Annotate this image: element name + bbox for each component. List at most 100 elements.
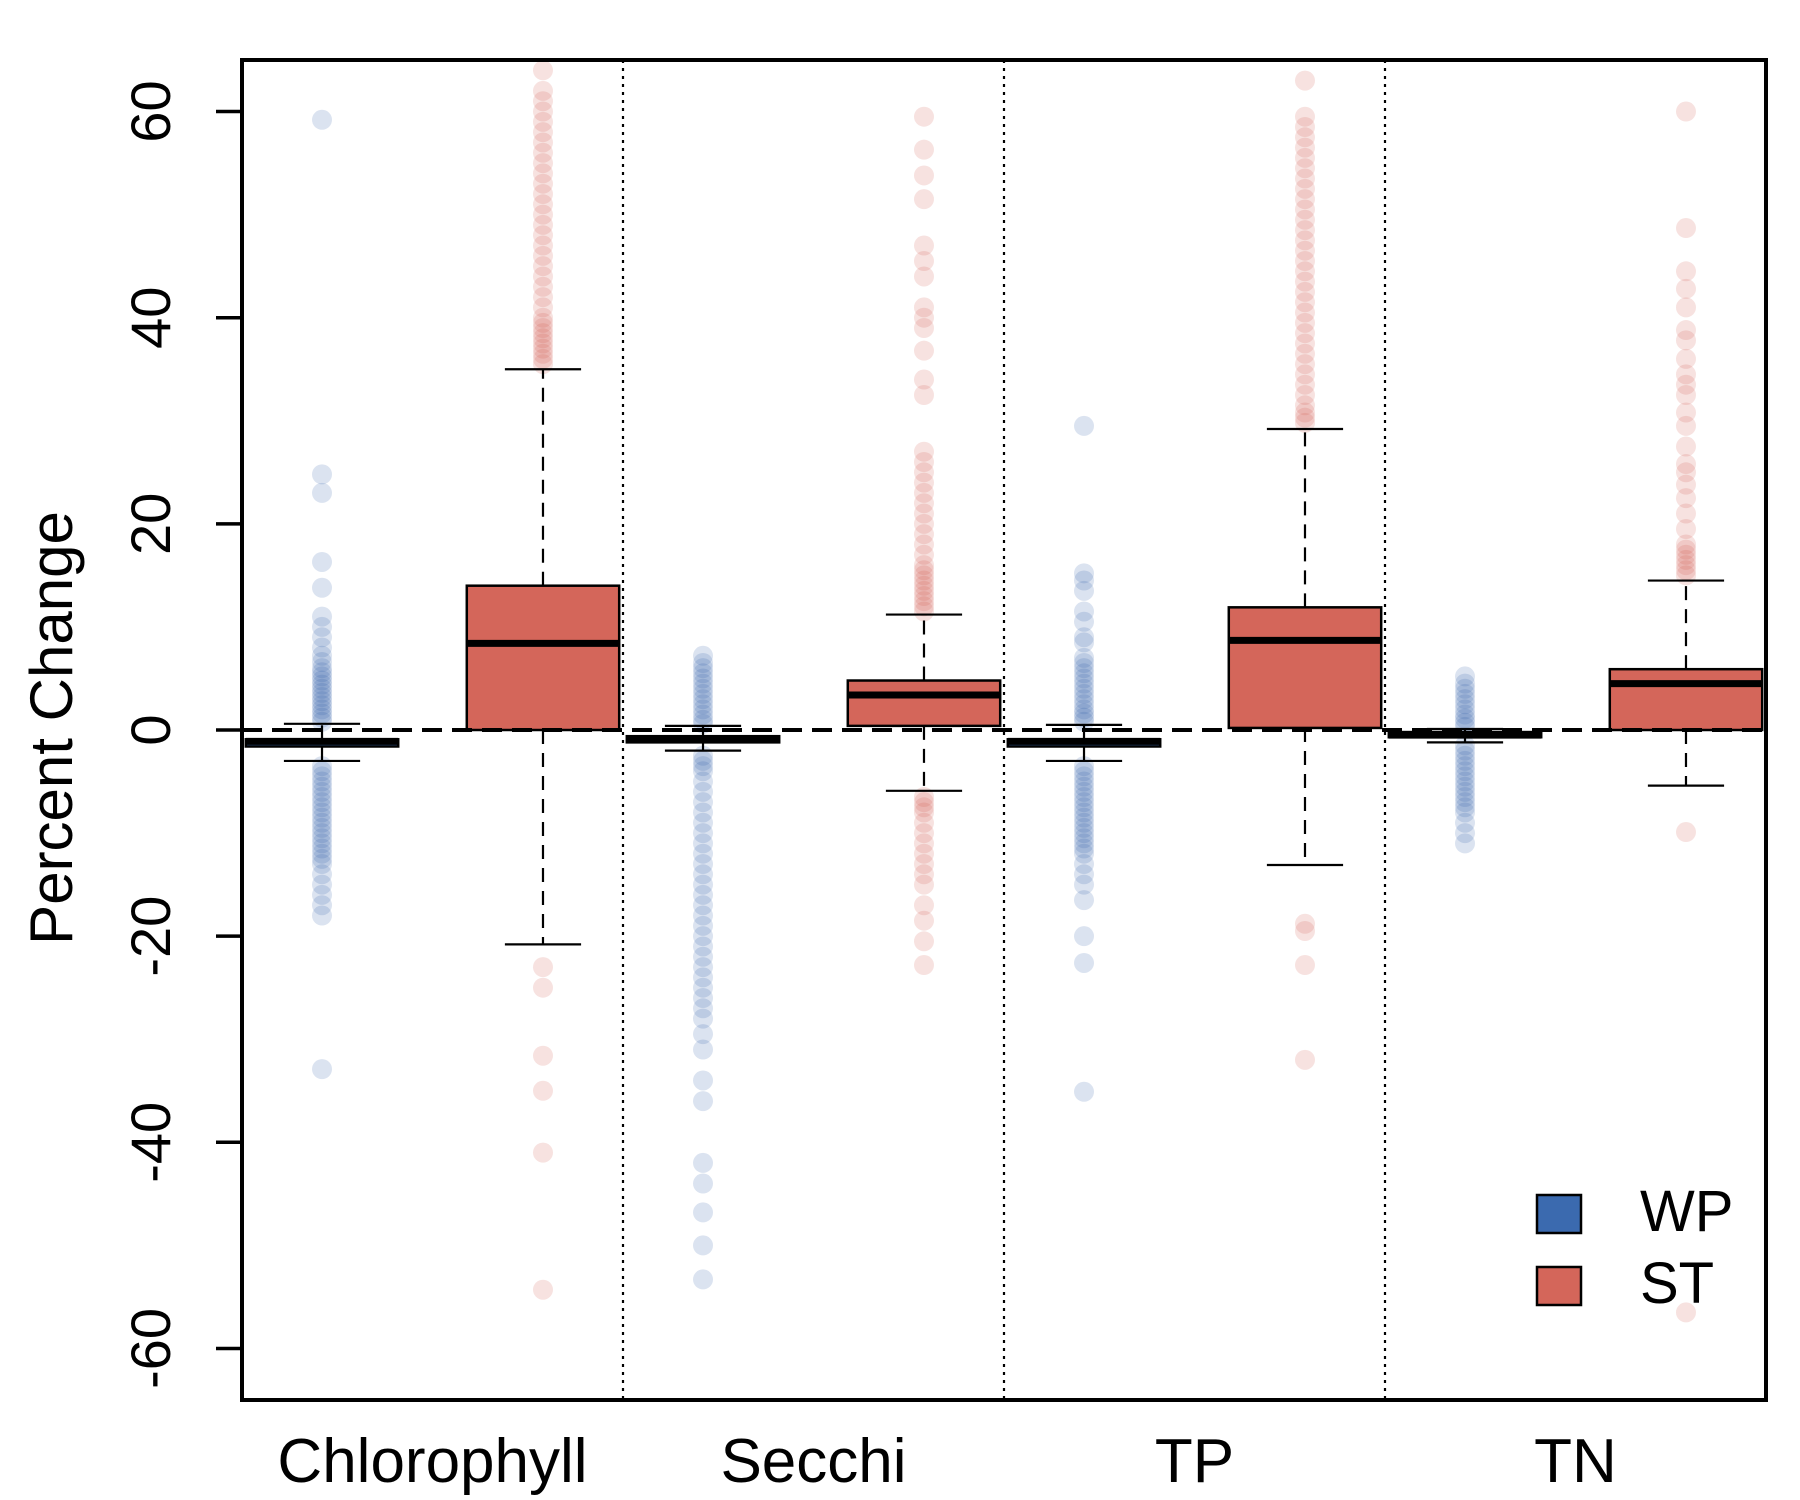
st-outlier-point — [1294, 412, 1315, 433]
wp-outlier-point — [312, 678, 333, 699]
legend-swatch-wp — [1535, 1193, 1583, 1235]
wp-outlier-point — [693, 704, 714, 725]
st-outlier-point — [913, 570, 934, 591]
st-outlier-point — [1294, 1049, 1315, 1070]
wp-outlier-point — [1455, 766, 1476, 787]
st-outlier-point — [913, 854, 934, 874]
wp-outlier-point — [693, 771, 714, 792]
wp-outlier-point — [1455, 761, 1476, 782]
wp-outlier-point — [693, 874, 714, 895]
wp-outlier-point — [693, 998, 714, 1019]
wp-outlier-point — [1074, 663, 1095, 684]
wp-outlier-point — [1074, 854, 1095, 874]
wp-outlier-point — [312, 109, 333, 130]
wp-outlier-point — [312, 670, 333, 691]
wp-outlier-point — [1074, 658, 1095, 679]
wp-outlier-point — [693, 957, 714, 978]
y-tick-label: 20 — [119, 493, 182, 555]
wp-outlier-point — [312, 812, 333, 833]
st-outlier-point — [532, 1045, 553, 1066]
wp-outlier-point — [312, 854, 333, 874]
st-outlier-point — [532, 101, 553, 122]
st-outlier-point — [1675, 297, 1696, 318]
st-outlier-point — [1294, 374, 1315, 395]
st-outlier-point — [913, 165, 934, 186]
st-outlier-point — [532, 80, 553, 101]
wp-outlier-point — [312, 833, 333, 854]
st-outlier-point — [1294, 302, 1315, 323]
wp-outlier-point — [312, 691, 333, 712]
st-outlier-point — [913, 586, 934, 606]
y-tick-label: 0 — [119, 714, 182, 745]
st-outlier-point — [1675, 454, 1696, 475]
wp-outlier-point — [693, 802, 714, 823]
wp-outlier-point — [693, 823, 714, 844]
wp-outlier-point — [1074, 601, 1095, 622]
st-outlier-point — [913, 802, 934, 823]
st-outlier-point — [1294, 106, 1315, 127]
wp-outlier-point — [1074, 415, 1095, 436]
wp-outlier-point — [693, 658, 714, 679]
st-outlier-point — [532, 142, 553, 163]
st-outlier-point — [1294, 312, 1315, 333]
wp-outlier-point — [693, 833, 714, 854]
wp-outlier-point — [312, 905, 333, 926]
wp-outlier-point — [1074, 812, 1095, 833]
wp-outlier-point — [1074, 771, 1095, 792]
wp-outlier-point — [1455, 673, 1476, 694]
wp-outlier-point — [1074, 781, 1095, 802]
st-outlier-point — [913, 596, 934, 617]
wp-outlier-point — [693, 761, 714, 782]
st-outlier-point — [532, 297, 553, 318]
st-outlier-point — [532, 338, 553, 359]
wp-outlier-point — [1074, 711, 1095, 732]
wp-outlier-point — [312, 1059, 333, 1080]
st-outlier-point — [532, 60, 553, 81]
st-outlier-point — [1294, 385, 1315, 405]
wp-outlier-point — [1074, 797, 1095, 818]
wp-outlier-point — [693, 1039, 714, 1060]
wp-outlier-point — [693, 709, 714, 730]
wp-outlier-point — [1455, 781, 1476, 802]
wp-outlier-point — [1074, 627, 1095, 648]
wp-outlier-point — [312, 711, 333, 732]
st-outlier-point — [1675, 474, 1696, 495]
wp-outlier-point — [312, 658, 333, 679]
st-outlier-point — [532, 977, 553, 998]
st-outlier-point — [913, 874, 934, 895]
st-outlier-point — [532, 323, 553, 344]
st-outlier-point — [1294, 137, 1315, 158]
st-outlier-point — [1675, 436, 1696, 457]
wp-outlier-point — [693, 905, 714, 926]
wp-outlier-point — [1074, 673, 1095, 694]
wp-outlier-point — [693, 653, 714, 673]
st-outlier-point — [1675, 1302, 1696, 1323]
wp-outlier-point — [1074, 563, 1095, 584]
y-tick-label: 60 — [119, 80, 182, 142]
wp-outlier-point — [1074, 683, 1095, 704]
wp-outlier-point — [693, 1173, 714, 1194]
wp-outlier-point — [693, 967, 714, 988]
st-outlier-point — [1675, 320, 1696, 341]
wp-outlier-point — [1074, 689, 1095, 710]
st-outlier-point — [1675, 374, 1696, 395]
wp-outlier-point — [1074, 838, 1095, 859]
wp-outlier-point — [1455, 797, 1476, 818]
wp-outlier-point — [693, 854, 714, 874]
st-outlier-point — [1675, 101, 1696, 122]
wp-outlier-point — [693, 781, 714, 802]
st-outlier-point — [913, 235, 934, 256]
wp-outlier-point — [693, 1008, 714, 1029]
y-tick-label: 40 — [119, 287, 182, 349]
st-outlier-point — [913, 797, 934, 818]
st-outlier-point — [913, 580, 934, 601]
st-outlier-point — [1675, 385, 1696, 405]
wp-outlier-point — [693, 683, 714, 704]
wp-outlier-point — [312, 577, 333, 598]
st-outlier-point — [532, 1279, 553, 1300]
wp-outlier-point — [312, 703, 333, 724]
st-outlier-point — [532, 153, 553, 174]
legend-label-wp: WP — [1640, 1179, 1733, 1244]
wp-outlier-point — [1455, 833, 1476, 854]
